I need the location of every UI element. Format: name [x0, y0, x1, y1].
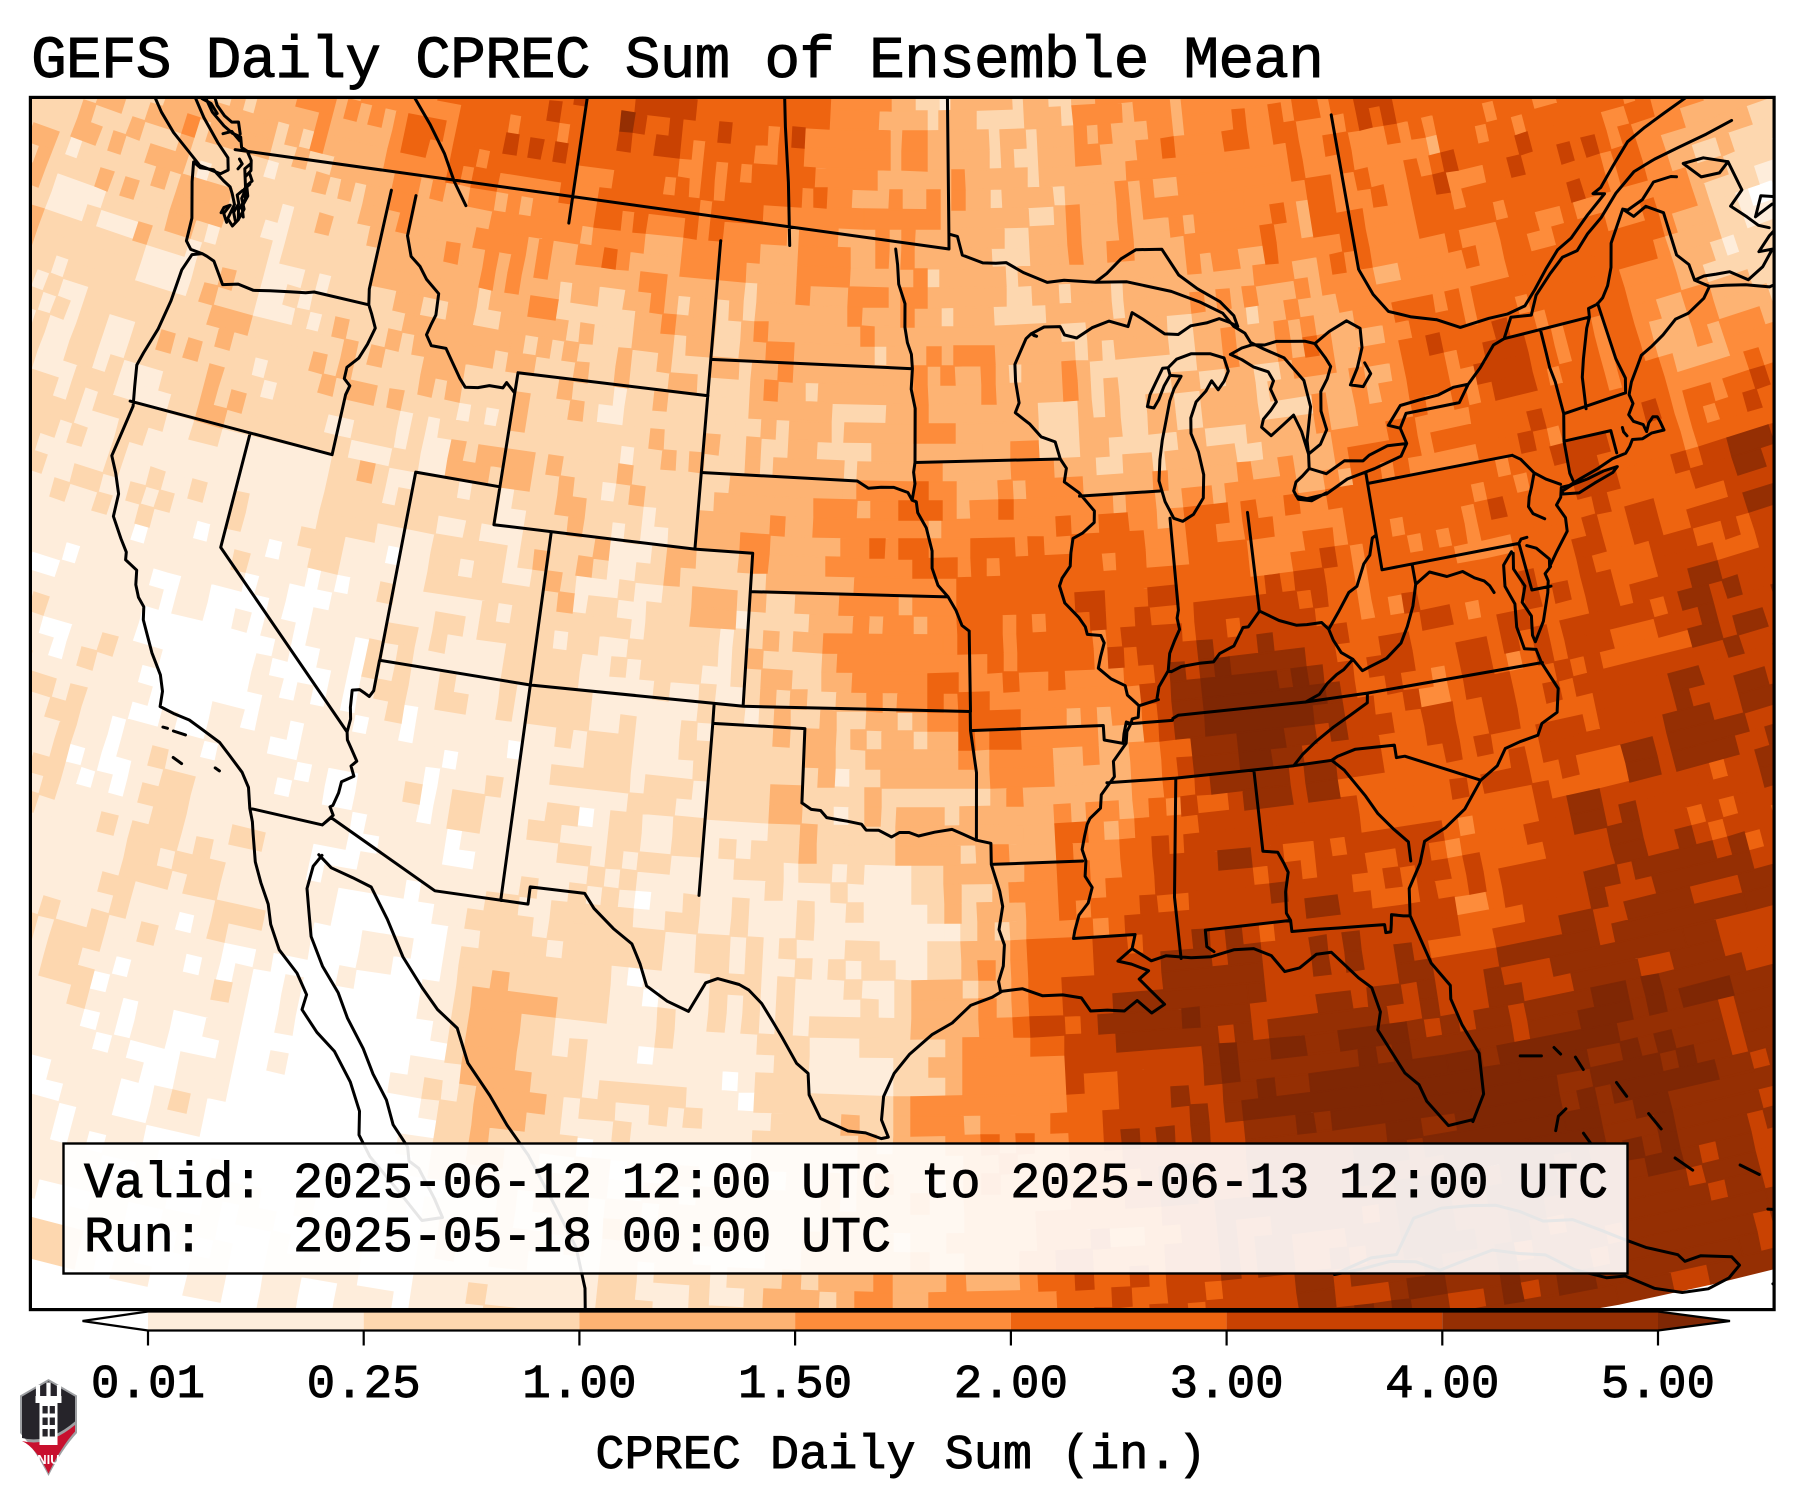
svg-text:1.50: 1.50	[738, 1358, 852, 1412]
svg-text:1.00: 1.00	[522, 1358, 636, 1412]
svg-text:0.25: 0.25	[307, 1358, 421, 1412]
svg-text:2.00: 2.00	[954, 1358, 1068, 1412]
svg-text:GEFS Daily CPREC Sum of Ensemb: GEFS Daily CPREC Sum of Ensemble Mean	[31, 27, 1324, 95]
svg-text:Run: 2025-05-18 00:00 UTC: Run: 2025-05-18 00:00 UTC	[84, 1210, 891, 1266]
svg-text:5.00: 5.00	[1601, 1358, 1715, 1412]
svg-text:NIU: NIU	[37, 1452, 59, 1467]
svg-text:Valid: 2025-06-12 12:00 UTC to: Valid: 2025-06-12 12:00 UTC to 2025-06-1…	[84, 1156, 1608, 1212]
svg-text:4.00: 4.00	[1385, 1358, 1499, 1412]
svg-text:0.01: 0.01	[91, 1358, 205, 1412]
svg-text:CPREC Daily Sum (in.): CPREC Daily Sum (in.)	[595, 1428, 1206, 1483]
svg-text:3.00: 3.00	[1169, 1358, 1283, 1412]
